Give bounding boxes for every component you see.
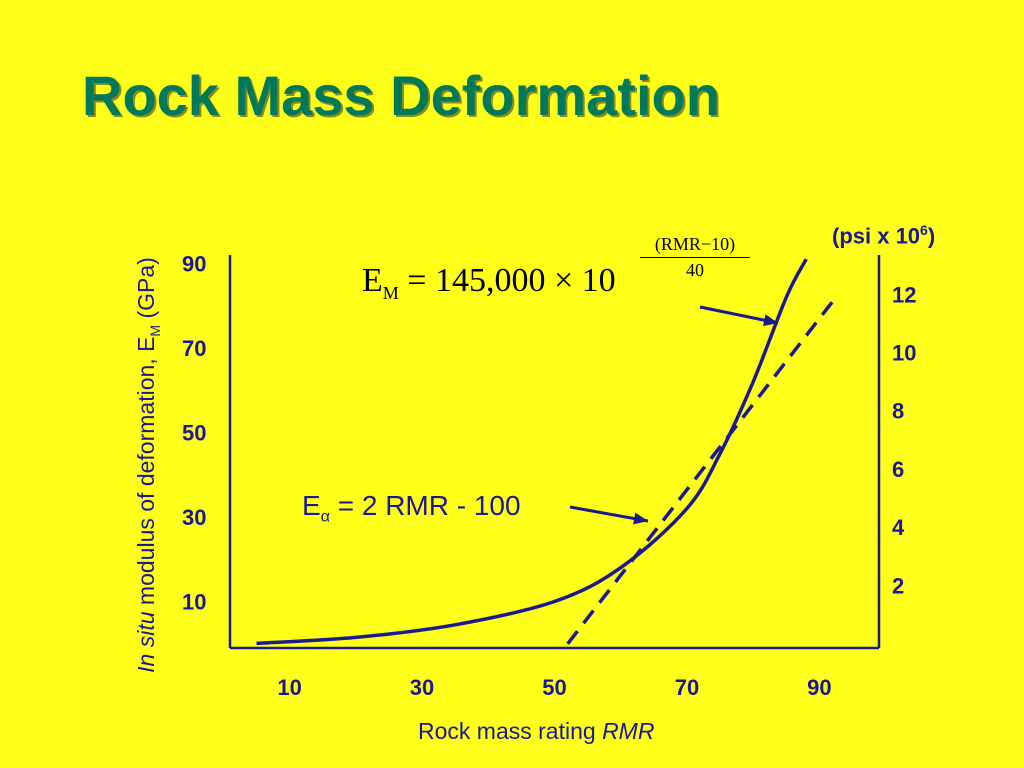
modulus-equation-lhs: E <box>362 262 383 299</box>
x-tick-label: 50 <box>542 675 566 700</box>
modulus-equation-sub: M <box>382 282 399 303</box>
y-tick-label: 10 <box>182 590 206 615</box>
exponential-pointer-arrow-head <box>763 314 778 327</box>
x-axis-label-prefix: Rock mass rating <box>418 718 603 744</box>
series-line-exponential <box>256 258 808 646</box>
y-tick-label: 70 <box>182 336 206 361</box>
y-tick-label: 50 <box>182 420 206 445</box>
modulus-equation-exponent: (RMR−10) 40 <box>640 234 750 281</box>
x-tick-label: 10 <box>277 675 301 700</box>
secondary-axis-label: (psi x 106) <box>832 222 935 249</box>
y-tick-label: 30 <box>182 505 206 530</box>
secondary-axis-label-close: ) <box>927 223 936 249</box>
chart-marks: 10 30 50 70 90 10 30 50 70 90 2 4 6 8 10 12 <box>182 251 916 700</box>
secondary-axis-label-sup: 6 <box>920 222 928 238</box>
linear-pointer-arrow-head <box>633 512 648 525</box>
y-tick-label: 90 <box>182 251 206 276</box>
series-line-linear <box>566 300 834 645</box>
y2-tick-label: 6 <box>892 457 904 482</box>
x-axis-label-var: RMR <box>602 718 655 744</box>
y2-tick-label: 10 <box>892 341 916 366</box>
x-tick-label: 90 <box>807 675 831 700</box>
x-tick-label: 30 <box>410 675 434 700</box>
linear-equation-rhs: = 2 RMR - 100 <box>329 490 521 521</box>
linear-equation-lhs: E <box>302 490 321 521</box>
linear-equation-sub: α <box>320 508 330 526</box>
exponent-numerator: (RMR−10) <box>640 234 750 258</box>
y2-tick-label: 12 <box>892 282 916 307</box>
y2-tick-label: 2 <box>892 573 904 598</box>
y2-tick-label: 8 <box>892 399 904 424</box>
y2-tick-label: 4 <box>892 515 905 540</box>
modulus-equation: EM = 145,000 × 10 <box>362 262 616 304</box>
slide-title: Rock Mass Deformation <box>82 64 720 127</box>
linear-equation: Eα = 2 RMR - 100 <box>302 490 521 527</box>
x-axis-label: Rock mass rating RMR <box>418 718 654 745</box>
modulus-equation-rhs: = 145,000 × 10 <box>398 262 616 299</box>
x-tick-label: 70 <box>675 675 699 700</box>
exponent-denominator: 40 <box>686 260 704 280</box>
secondary-axis-label-text: (psi x 10 <box>832 223 921 249</box>
